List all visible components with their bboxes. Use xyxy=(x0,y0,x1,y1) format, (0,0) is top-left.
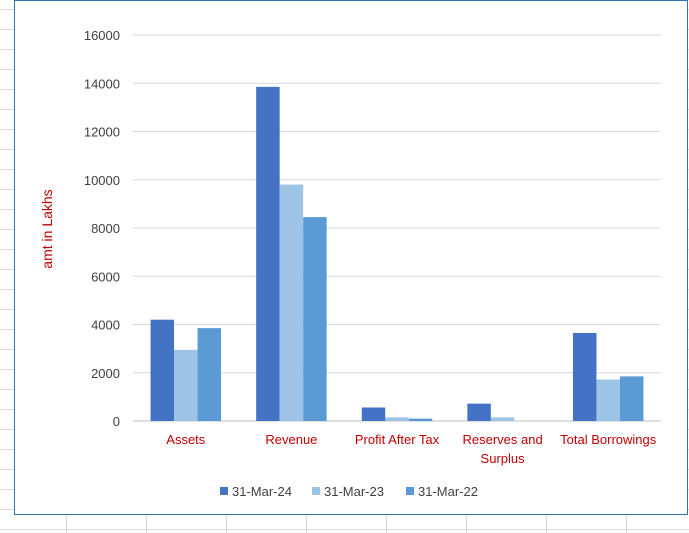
bar xyxy=(303,217,327,421)
y-tick-label: 10000 xyxy=(84,173,120,188)
bar xyxy=(385,417,409,421)
chart-area: 0 2000 4000 6000 8000 10000 12000 14000 16000 As… xyxy=(14,0,688,515)
bar xyxy=(174,349,198,421)
x-tick-label: Profit After Tax xyxy=(355,432,440,447)
y-tick-label: 2000 xyxy=(91,366,120,381)
x-tick-label: Assets xyxy=(166,432,206,447)
bar xyxy=(572,332,597,421)
bar-chart: 0 2000 4000 6000 8000 10000 12000 14000 16000 As… xyxy=(39,28,661,499)
bar xyxy=(150,319,175,421)
bar xyxy=(596,379,620,421)
bar xyxy=(408,418,433,421)
x-tick-label: Revenue xyxy=(265,432,317,447)
legend-swatch xyxy=(406,487,414,495)
y-tick-label: 14000 xyxy=(84,76,120,91)
x-tick-label: Reserves and Surplus xyxy=(462,432,542,466)
bar xyxy=(256,86,280,422)
legend-label: 31-Mar-23 xyxy=(324,484,384,499)
legend-label: 31-Mar-24 xyxy=(232,484,292,499)
legend-swatch xyxy=(312,487,320,495)
y-tick-label: 8000 xyxy=(91,221,120,236)
x-tick-label: Total Borrowings xyxy=(560,432,657,447)
bar xyxy=(197,328,222,421)
y-tick-label: 0 xyxy=(113,414,120,429)
y-tick-label: 4000 xyxy=(91,318,120,333)
y-tick-label: 6000 xyxy=(91,269,120,284)
legend-label: 31-Mar-22 xyxy=(418,484,478,499)
bar xyxy=(467,403,491,421)
y-tick-label: 16000 xyxy=(84,28,120,43)
legend-swatch xyxy=(220,487,228,495)
y-tick-label: 12000 xyxy=(84,125,120,140)
y-axis-label: amt in Lakhs xyxy=(39,189,55,268)
bar xyxy=(279,184,304,421)
bar xyxy=(490,417,515,421)
bar xyxy=(361,407,386,421)
bar xyxy=(619,376,644,421)
